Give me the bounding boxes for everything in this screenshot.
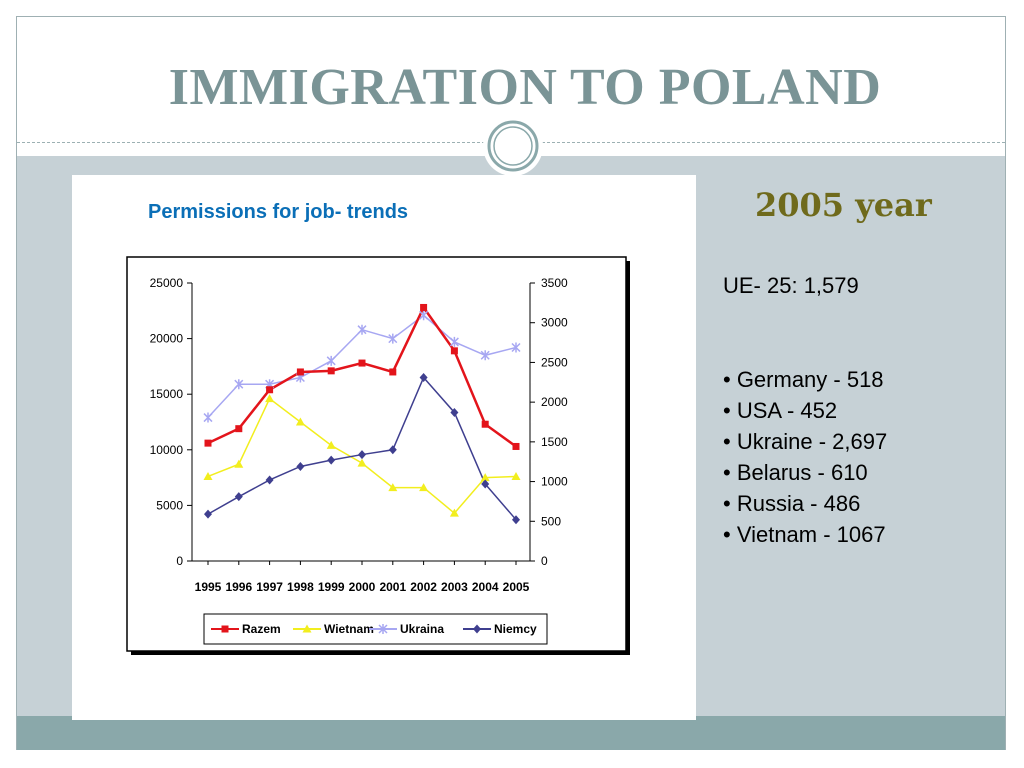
ue-summary: UE- 25: 1,579 (723, 273, 859, 298)
left-tick-label: 25000 (150, 276, 184, 290)
data-point (388, 445, 397, 455)
right-tick-label: 500 (541, 514, 561, 528)
data-point (234, 379, 244, 390)
data-point (327, 455, 336, 465)
data-point (449, 508, 459, 517)
x-tick-label: 1999 (318, 580, 345, 594)
list-item: • USA - 452 (723, 398, 838, 423)
chart-frame (126, 256, 627, 652)
left-tick-label: 15000 (150, 387, 184, 401)
data-point (450, 347, 458, 355)
data-point (511, 342, 521, 353)
data-point (234, 492, 243, 502)
data-point (419, 373, 428, 383)
data-point (203, 471, 213, 480)
list-item: • Belarus - 610 (723, 460, 868, 485)
data-point (265, 475, 274, 485)
circle-ornament-icon (483, 116, 543, 176)
legend-label: Wietnam (324, 622, 374, 636)
slide-title: IMMIGRATION TO POLAND (168, 59, 882, 116)
data-point (450, 407, 459, 417)
left-tick-label: 10000 (150, 443, 184, 457)
footer-band (17, 716, 1005, 750)
data-point (204, 439, 212, 447)
data-point (357, 324, 367, 335)
data-point (357, 458, 367, 467)
data-point (326, 355, 336, 366)
x-tick-label: 1998 (287, 580, 314, 594)
x-tick-label: 2002 (410, 580, 437, 594)
data-point (473, 624, 481, 634)
x-tick-label: 2003 (441, 580, 468, 594)
right-tick-label: 1000 (541, 475, 568, 489)
data-point (204, 509, 212, 519)
data-point (326, 440, 336, 449)
list-item: • Vietnam - 1067 (723, 522, 886, 547)
country-list: • Germany - 518 • USA - 452 • Ukraine - … (723, 364, 887, 550)
legend-label: Niemcy (494, 622, 537, 636)
year-heading: 2005 year (755, 186, 932, 224)
list-item: • Ukraine - 2,697 (723, 429, 888, 454)
data-point (512, 515, 520, 525)
legend-label: Ukraina (400, 622, 444, 636)
data-point (358, 450, 366, 460)
data-point (481, 479, 490, 489)
data-point (420, 303, 428, 311)
data-point (480, 350, 490, 361)
data-point (389, 368, 397, 376)
data-point (378, 624, 388, 634)
data-point (481, 420, 489, 428)
right-tick-label: 0 (541, 554, 548, 568)
data-point (265, 394, 275, 403)
data-point (512, 442, 520, 450)
data-point (302, 624, 312, 633)
data-point (295, 417, 305, 426)
left-tick-label: 0 (176, 554, 183, 568)
data-point (480, 473, 490, 482)
data-point (266, 386, 274, 394)
x-tick-label: 1996 (225, 580, 252, 594)
right-tick-label: 2000 (541, 395, 568, 409)
data-point (388, 333, 398, 344)
data-point (296, 461, 305, 471)
x-tick-label: 1995 (195, 580, 222, 594)
x-tick-label: 2005 (503, 580, 530, 594)
right-tick-label: 3000 (541, 316, 568, 330)
legend-label: Razem (242, 622, 281, 636)
data-point (221, 625, 229, 633)
x-tick-label: 2000 (349, 580, 376, 594)
chart-title: Permissions for job- trends (148, 201, 409, 223)
x-tick-label: 2001 (379, 580, 406, 594)
data-point (296, 368, 304, 376)
data-point (449, 336, 459, 347)
data-point (419, 310, 429, 321)
data-point (235, 425, 243, 433)
data-point (234, 459, 244, 468)
data-point (388, 483, 398, 492)
x-tick-label: 2004 (472, 580, 499, 594)
data-point (358, 359, 366, 367)
right-tick-label: 1500 (541, 435, 568, 449)
data-point (327, 367, 335, 375)
x-tick-label: 1997 (256, 580, 283, 594)
list-item: • Germany - 518 (723, 367, 884, 392)
data-point (203, 412, 213, 423)
list-item: • Russia - 486 (723, 491, 861, 516)
right-tick-label: 2500 (541, 355, 568, 369)
data-point (419, 483, 429, 492)
left-tick-label: 20000 (150, 332, 184, 346)
left-tick-label: 5000 (156, 498, 183, 512)
data-point (511, 471, 521, 480)
right-tick-label: 3500 (541, 276, 568, 290)
